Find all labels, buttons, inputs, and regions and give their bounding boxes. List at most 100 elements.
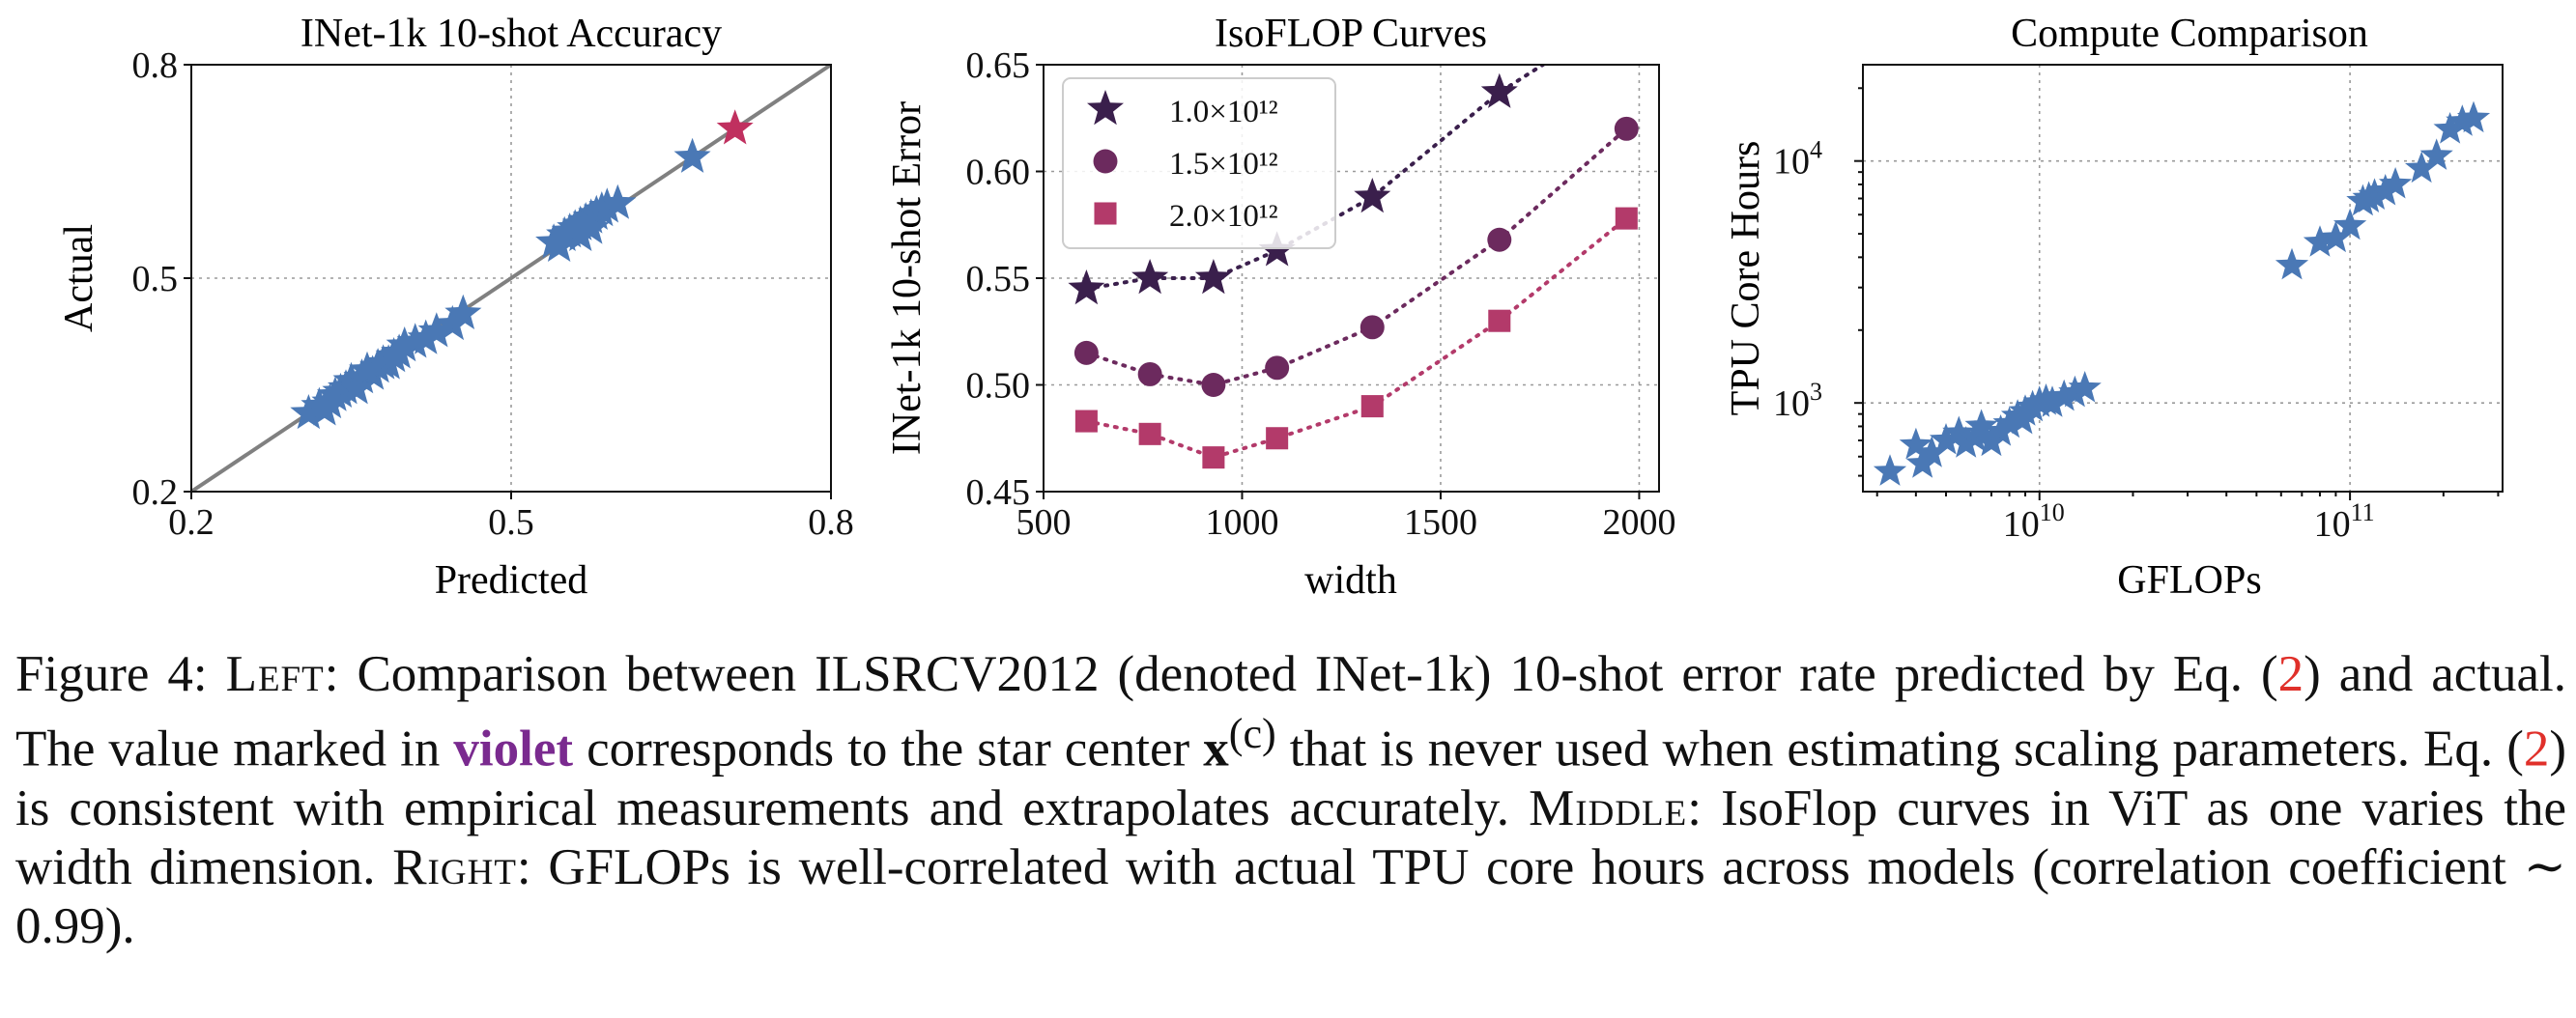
caption-vector-x: x <box>1203 721 1229 778</box>
caption-violet-word: violet <box>453 721 574 778</box>
scatter-point <box>434 304 472 341</box>
y-tick-label: 104 <box>1773 136 1822 183</box>
figure-4: INet-1k 10-shot Accuracy Predicted Actua… <box>57 0 2504 603</box>
legend-label: 2.0×10¹² <box>1169 199 1278 234</box>
panel-2-plot-area <box>1068 0 1645 469</box>
scatter-point <box>673 137 711 173</box>
series-1-point <box>1131 259 1169 295</box>
series-3-point <box>1138 422 1161 445</box>
scatter-point <box>2008 394 2043 426</box>
scatter-point <box>444 294 482 329</box>
scatter-point <box>1984 414 2018 446</box>
caption-equation-ref[interactable]: 2 <box>2277 646 2304 702</box>
series-2-point <box>1487 227 1512 252</box>
scatter-point <box>2446 104 2479 136</box>
scatter-point <box>2058 375 2092 408</box>
legend-marker <box>1087 90 1124 126</box>
scatter-point <box>572 209 610 244</box>
caption-figure-label: Figure 4: <box>15 646 208 702</box>
scatter-point <box>2275 247 2309 280</box>
series-1-point <box>1068 269 1105 305</box>
scatter-point <box>2419 138 2453 170</box>
caption-superscript: (c) <box>1228 710 1276 757</box>
panel-3-plot-area <box>1873 100 2491 486</box>
series-2-point <box>1137 361 1162 386</box>
scatter-point <box>2352 181 2386 212</box>
scatter-point <box>407 319 444 354</box>
scatter-point <box>2303 225 2337 257</box>
scatter-point <box>599 184 637 219</box>
series-line-3 <box>1084 216 1629 460</box>
scatter-point <box>1949 426 1983 458</box>
legend-marker <box>1093 149 1118 174</box>
marks-layer <box>191 0 2491 492</box>
scatter-point <box>417 312 455 348</box>
scatter-point <box>588 187 626 223</box>
scatter-point <box>1899 427 1932 460</box>
caption-equation-ref-2[interactable]: 2 <box>2523 721 2550 778</box>
caption-right-label: Right <box>392 838 517 895</box>
caption-text-2: ) and actual. The value marked in <box>15 646 2567 778</box>
scatter-point <box>1992 406 2026 438</box>
scatter-point <box>2405 151 2439 184</box>
caption-middle-label: Middle <box>1529 779 1688 836</box>
x-tick-label: 0.5 <box>488 502 534 543</box>
series-2-point <box>1201 373 1226 397</box>
legend-marker <box>1094 202 1117 225</box>
x-tick-label: 500 <box>1016 502 1072 543</box>
y-tick-label: 0.55 <box>966 259 1031 299</box>
scatter-point <box>561 215 599 251</box>
scatter-point <box>2433 112 2467 144</box>
scatter-point <box>1915 436 1949 467</box>
series-1-point <box>1480 72 1518 108</box>
panel-1-plot-area <box>191 65 831 492</box>
legend-label: 1.5×10¹² <box>1169 147 1278 182</box>
scatter-point <box>1905 446 1939 478</box>
panel-3-frame <box>1862 64 2504 493</box>
scatter-point <box>396 323 434 358</box>
scatter-point <box>305 390 343 426</box>
scatter-point <box>2035 385 2070 417</box>
scatter-point <box>2047 379 2081 411</box>
scatter-point <box>332 361 370 397</box>
identity-line <box>191 65 831 492</box>
legend-box <box>1062 77 1336 249</box>
series-3-point <box>1202 446 1225 469</box>
legend: 1.0×10¹² 1.5×10¹² 2.0×10¹² <box>1062 77 1336 249</box>
series-2-point <box>1614 116 1639 141</box>
series-1-point <box>1608 0 1645 27</box>
scatter-point <box>2456 100 2491 133</box>
x-tick-label: 1010 <box>2003 498 2065 545</box>
series-1-point <box>1194 259 1232 295</box>
x-tick-label: 1000 <box>1205 502 1278 543</box>
series-2-point <box>1073 340 1099 365</box>
y-tick-label: 103 <box>1773 378 1822 424</box>
grid-layer <box>191 64 2503 493</box>
scatter-point <box>1873 454 1907 486</box>
series-3-point <box>1360 395 1384 418</box>
scatter-point <box>1964 409 1998 440</box>
series-3-point <box>1074 410 1098 433</box>
panel-1-title: INet-1k 10-shot Accuracy <box>301 12 722 56</box>
y-tick-label: 0.2 <box>132 472 179 513</box>
y-tick-label: 0.8 <box>132 45 179 86</box>
caption-left-label: Left <box>225 646 325 702</box>
panel-3-title: Compute Comparison <box>2011 12 2368 56</box>
y-tick-label: 0.45 <box>966 472 1031 513</box>
y-tick-label: 0.5 <box>132 259 179 299</box>
caption-text-6: : IsoFlop curves in ViT as one varies th… <box>15 779 2566 895</box>
scatter-point <box>2319 220 2353 253</box>
scatter-point <box>2378 167 2413 199</box>
scatter-point <box>1929 423 1963 455</box>
y-tick-label: 0.50 <box>966 366 1031 407</box>
panel-2-title: IsoFLOP Curves <box>1215 12 1487 56</box>
scatter-point <box>1942 415 1976 447</box>
x-tick-label: 1011 <box>2314 498 2375 545</box>
scatter-point <box>349 351 386 386</box>
series-2-point <box>1360 315 1385 340</box>
series-1-point <box>1354 178 1391 213</box>
scatter-point <box>540 226 578 262</box>
legend-label: 1.0×10¹² <box>1169 95 1278 129</box>
caption-text-7: : GFLOPs is well-correlated with actual … <box>15 838 2566 954</box>
x-tick-label: 1500 <box>1404 502 1477 543</box>
